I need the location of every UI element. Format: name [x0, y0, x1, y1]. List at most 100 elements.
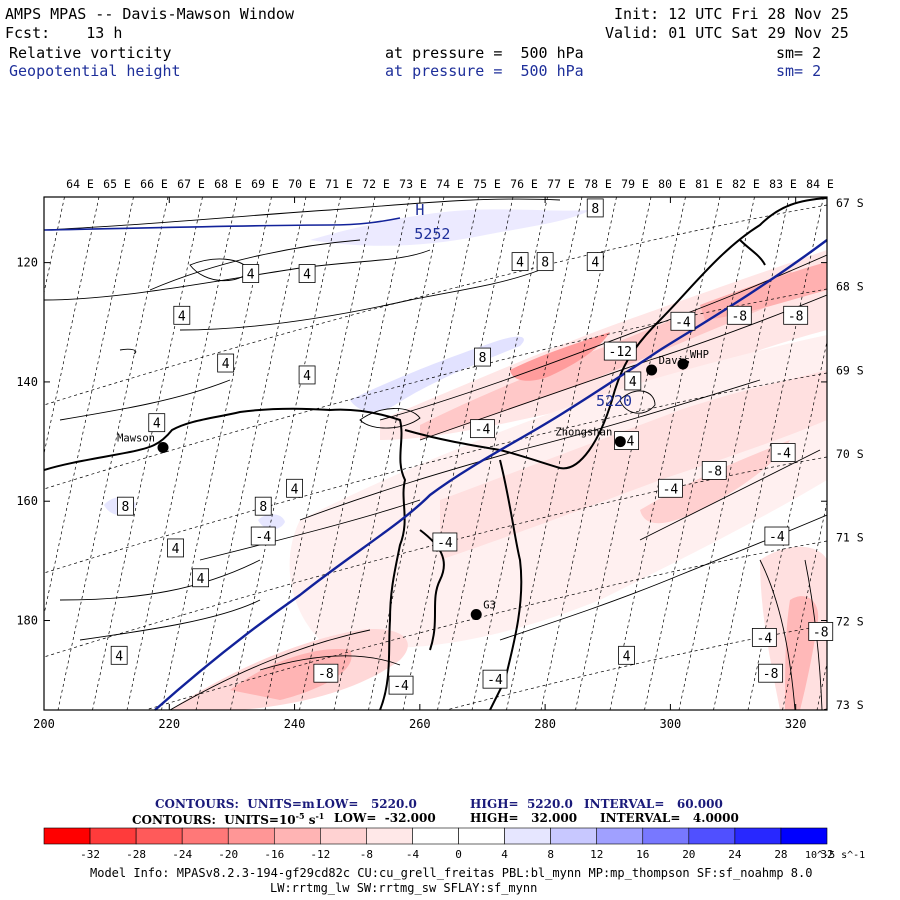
meridian-line: [92, 197, 203, 710]
contour-label-box: [511, 252, 529, 272]
x-tick-label: 320: [785, 717, 807, 731]
contour-value-label: -4: [475, 423, 491, 438]
contour-value-label: -4: [757, 631, 773, 646]
contour-value-label: -4: [437, 536, 453, 551]
longitude-label: 70 E: [288, 177, 316, 191]
valid-time: Valid: 01 UTC Sat 29 Nov 25: [605, 24, 849, 42]
contour-label-box: [770, 443, 796, 462]
axis-ticks: 200 220 240 260 280 300 320 120 140 160 180: [16, 197, 827, 731]
parallel-line: [144, 540, 827, 710]
longitude-label: 81 E: [695, 177, 723, 191]
contour-value-label: -4: [769, 530, 785, 545]
parallel-line: [44, 204, 827, 406]
station-label: Mawson: [117, 433, 155, 445]
contour-label-box: [192, 568, 210, 588]
colorbar-swatch: [89, 827, 137, 845]
contour-value-label: 4: [591, 256, 599, 271]
contour-value-label: -8: [706, 464, 722, 479]
field1-smoothing: sm= 2: [776, 44, 822, 62]
contour-label-box: [536, 252, 554, 272]
colorbar-swatch: [227, 827, 275, 845]
latitude-label: 71 S: [836, 531, 864, 545]
contour-label-box: [758, 663, 784, 683]
latitude-label: 67 S: [836, 196, 864, 210]
longitude-label: 75 E: [473, 177, 501, 191]
field1-name: Relative vorticity: [9, 44, 172, 62]
contour-label-box: [110, 645, 128, 665]
contour-label-box: [470, 419, 495, 439]
latitude-label: 72 S: [836, 614, 864, 628]
contour-value-label: 4: [172, 542, 180, 557]
longitude-label: 71 E: [325, 177, 353, 191]
init-time: Init: 12 UTC Fri 28 Nov 25: [614, 5, 849, 23]
contour-label-box: [298, 264, 316, 283]
top-longitude-labels: 64 E 65 E 66 E 67 E 68 E 69 E 70 E 71 E 72 E 73 E…: [66, 177, 834, 191]
contour-value-label: -4: [663, 482, 679, 497]
longitude-label: 65 E: [103, 177, 131, 191]
contour-label-box: [658, 478, 683, 498]
contour-value-label: 4: [623, 649, 631, 664]
contour-label-box: [603, 341, 637, 361]
height-value-label: 5220: [596, 392, 632, 410]
colorbar-tick-label: 16: [636, 848, 649, 861]
x-tick-label: 280: [534, 717, 556, 731]
colorbar-swatch: [458, 827, 505, 845]
map-shading: [104, 209, 827, 710]
colorbar-tick-label: 12: [590, 848, 603, 861]
colorbar-swatch: [596, 827, 644, 845]
height-contours-label: CONTOURS: UNITS=m: [155, 797, 315, 811]
latitude-label: 68 S: [836, 280, 864, 294]
colorbar-unit: 10^-5 s^-1: [805, 850, 865, 861]
contour-label-box: [482, 669, 508, 689]
contour-label-box: [250, 526, 276, 546]
contour-value-label: 4: [178, 309, 186, 324]
y-tick-label: 160: [16, 494, 38, 508]
colorbar-tick-label: -28: [126, 848, 146, 861]
station-dot: [470, 609, 482, 621]
contour-value-label: 4: [115, 649, 123, 664]
longitude-label: 69 E: [251, 177, 279, 191]
longitude-label: 80 E: [658, 177, 686, 191]
colorbar-tick-label: -16: [264, 848, 284, 861]
vort-contours-label-text: CONTOURS: UNITS=10: [132, 813, 296, 827]
longitude-label: 73 E: [399, 177, 427, 191]
meridian-line: [126, 197, 238, 710]
station-dot: [614, 436, 626, 448]
right-latitude-labels: 67 S 68 S 69 S 70 S 71 S 72 S 73 S: [836, 196, 864, 712]
meridian-line: [44, 197, 100, 456]
contour-value-labels: H 5252 5220 8 4 4 4 8 4 4 -4 -8 -8 -12 8 4 4 4 4 -4 -4 -4 -8 -4…: [110, 198, 834, 695]
contour-label-box: [726, 305, 752, 325]
field2-smoothing: sm= 2: [776, 62, 822, 80]
x-tick-label: 300: [660, 717, 682, 731]
contour-value-label: -4: [675, 315, 691, 330]
latitude-label: 70 S: [836, 447, 864, 461]
station-dot: [157, 442, 169, 454]
contour-value-label: 4: [629, 375, 637, 390]
contour-label-box: [217, 353, 235, 373]
contour-label-box: [313, 663, 339, 683]
contour-label-box: [783, 305, 809, 325]
contour-value-label: 8: [479, 351, 487, 366]
contour-label-box: [624, 371, 642, 391]
contour-value-label: 4: [303, 268, 311, 283]
contour-label-box: [242, 264, 260, 283]
contour-value-label: 4: [197, 572, 205, 587]
longitude-label: 76 E: [510, 177, 538, 191]
colorbar-swatch: [642, 827, 690, 845]
longitude-label: 74 E: [436, 177, 464, 191]
colorbar-tick-label: 4: [501, 848, 508, 861]
contour-label-box: [474, 347, 491, 367]
contour-value-label: 8: [591, 202, 599, 217]
contour-value-label: -4: [255, 530, 271, 545]
x-tick-label: 240: [284, 717, 306, 731]
contour-value-label: -4: [393, 679, 409, 694]
contour-value-label: 4: [516, 256, 524, 271]
colorbar-swatch: [504, 827, 551, 845]
latitude-label: 69 S: [836, 363, 864, 377]
height-value-label: 5252: [414, 225, 450, 243]
height-high: HIGH= 5220.0: [470, 797, 573, 811]
contour-label-box: [701, 460, 727, 480]
station-dot: [646, 364, 658, 376]
